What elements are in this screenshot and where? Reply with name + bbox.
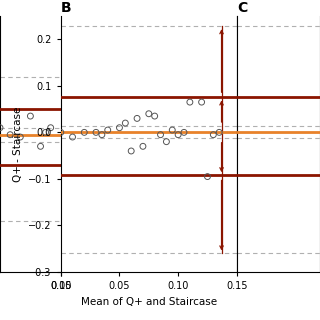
Point bbox=[82, 130, 87, 135]
Text: B: B bbox=[61, 1, 71, 15]
Point bbox=[38, 144, 43, 149]
Point bbox=[205, 174, 210, 179]
Point bbox=[140, 144, 146, 149]
Point bbox=[199, 100, 204, 105]
Point bbox=[48, 125, 53, 130]
X-axis label: Mean of Q+ and Staircase: Mean of Q+ and Staircase bbox=[81, 297, 217, 307]
Point bbox=[217, 130, 222, 135]
Point bbox=[99, 132, 104, 137]
Point bbox=[93, 130, 99, 135]
Point bbox=[152, 114, 157, 119]
Point bbox=[117, 125, 122, 130]
Point bbox=[58, 130, 63, 135]
Point bbox=[211, 132, 216, 137]
Point bbox=[170, 127, 175, 132]
Point bbox=[134, 116, 140, 121]
Point bbox=[18, 134, 23, 140]
Point bbox=[181, 130, 187, 135]
Point bbox=[105, 127, 110, 132]
Point bbox=[176, 132, 181, 137]
Text: C: C bbox=[237, 1, 247, 15]
Point bbox=[0, 125, 3, 130]
Point bbox=[123, 121, 128, 126]
Point bbox=[164, 139, 169, 144]
Point bbox=[129, 148, 134, 154]
Point bbox=[28, 114, 33, 119]
Point bbox=[158, 132, 163, 137]
Point bbox=[8, 132, 13, 137]
Point bbox=[70, 134, 75, 140]
Point bbox=[146, 111, 151, 116]
Point bbox=[187, 100, 192, 105]
Point bbox=[43, 130, 48, 135]
Y-axis label: Q+ - Staircase: Q+ - Staircase bbox=[13, 106, 23, 182]
